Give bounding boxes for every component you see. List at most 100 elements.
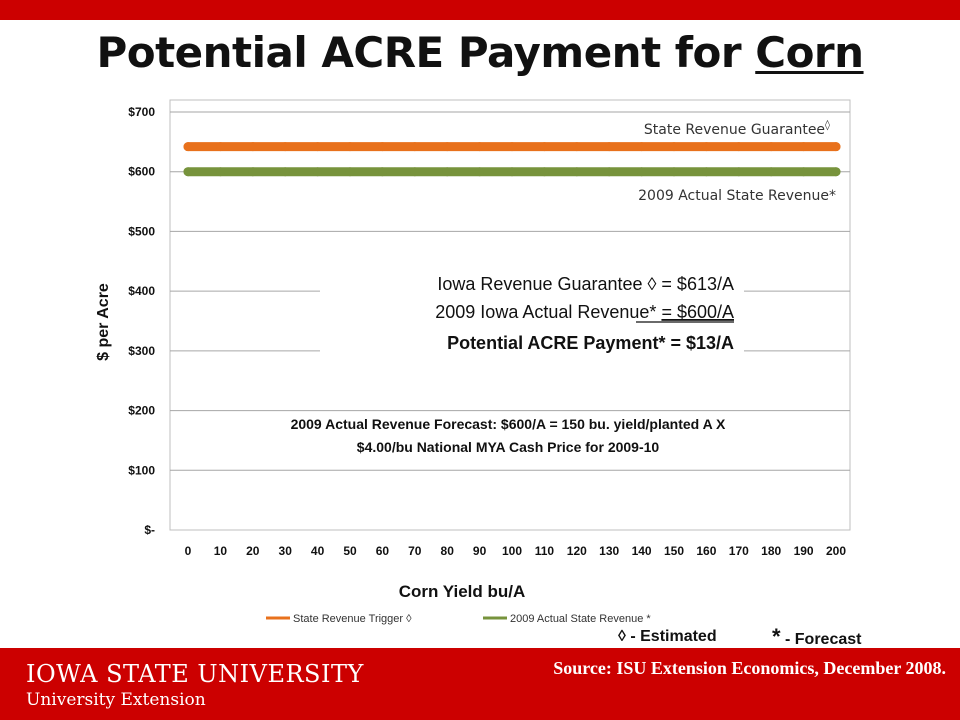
x-tick-label: 170: [729, 544, 749, 558]
data-point: [377, 142, 387, 152]
x-tick-label: 40: [311, 544, 325, 558]
title-text: Potential ACRE Payment for: [96, 28, 756, 77]
x-tick-label: 30: [279, 544, 293, 558]
data-point: [734, 142, 744, 152]
summary-box: [320, 262, 744, 356]
data-point: [507, 142, 517, 152]
data-point: [637, 167, 647, 177]
y-tick-label: $300: [128, 344, 155, 358]
data-point: [799, 167, 809, 177]
x-tick-label: 0: [185, 544, 192, 558]
series-lines: [183, 142, 841, 177]
slide-title: Potential ACRE Payment for Corn: [0, 28, 960, 77]
y-tick-label: $400: [128, 284, 155, 298]
forecast-note: * - Forecast: [772, 624, 861, 650]
data-point: [345, 142, 355, 152]
actual-line-label: 2009 Actual State Revenue*: [638, 188, 836, 204]
data-point: [766, 167, 776, 177]
data-point: [539, 142, 549, 152]
x-tick-label: 160: [696, 544, 716, 558]
data-point: [280, 167, 290, 177]
data-point: [604, 167, 614, 177]
university-logo-name: IOWA STATE UNIVERSITY: [26, 660, 364, 688]
data-point: [410, 142, 420, 152]
x-tick-label: 60: [376, 544, 390, 558]
x-tick-label: 190: [794, 544, 814, 558]
data-point: [701, 142, 711, 152]
y-tick-label: $200: [128, 404, 155, 418]
data-point: [475, 142, 485, 152]
data-point: [766, 142, 776, 152]
x-tick-label: 200: [826, 544, 846, 558]
data-point: [572, 167, 582, 177]
x-axis-label: Corn Yield bu/A: [399, 582, 526, 601]
source-citation: Source: ISU Extension Economics, Decembe…: [553, 658, 946, 678]
x-tick-label: 100: [502, 544, 522, 558]
data-point: [799, 142, 809, 152]
data-point: [183, 142, 193, 152]
legend-label-guarantee: State Revenue Trigger ◊: [293, 613, 412, 625]
y-tick-label: $600: [128, 165, 155, 179]
x-tick-label: 120: [567, 544, 587, 558]
y-tick-label: $100: [128, 463, 155, 477]
data-point: [442, 142, 452, 152]
footer-bar: IOWA STATE UNIVERSITY University Extensi…: [0, 648, 960, 720]
data-point: [475, 167, 485, 177]
x-tick-label: 180: [761, 544, 781, 558]
data-point: [572, 142, 582, 152]
x-tick-label: 130: [599, 544, 619, 558]
estimated-note: ◊ - Estimated: [618, 628, 717, 645]
data-point: [831, 167, 841, 177]
x-tick-label: 110: [535, 544, 555, 558]
y-tick-label: $700: [128, 105, 155, 119]
y-axis-label: $ per Acre: [95, 283, 112, 361]
x-tick-label: 70: [408, 544, 422, 558]
x-tick-label: 150: [664, 544, 684, 558]
data-point: [215, 142, 225, 152]
legend: State Revenue Trigger ◊ 2009 Actual Stat…: [266, 613, 651, 625]
forecast-note-line1: 2009 Actual Revenue Forecast: $600/A = 1…: [291, 416, 726, 432]
data-point: [701, 167, 711, 177]
legend-label-actual: 2009 Actual State Revenue *: [510, 613, 651, 625]
forecast-note-line2: $4.00/bu National MYA Cash Price for 200…: [357, 439, 660, 455]
data-point: [313, 167, 323, 177]
data-point: [669, 167, 679, 177]
data-point: [215, 167, 225, 177]
x-tick-label: 50: [343, 544, 357, 558]
guarantee-line-label: State Revenue Guarantee◊: [644, 119, 830, 138]
y-tick-label: $500: [128, 224, 155, 238]
data-point: [248, 142, 258, 152]
acre-chart: $- $100 $200 $300 $400 $500 $600 $700 0 10 20 30 40…: [95, 99, 851, 625]
data-point: [442, 167, 452, 177]
data-point: [248, 167, 258, 177]
y-tick-label: $-: [144, 523, 155, 537]
data-point: [539, 167, 549, 177]
data-point: [313, 142, 323, 152]
y-axis-ticks: $- $100 $200 $300 $400 $500 $600 $700: [128, 105, 155, 537]
data-point: [734, 167, 744, 177]
forecast-note-text: - Forecast: [780, 631, 862, 648]
data-point: [280, 142, 290, 152]
data-point: [183, 167, 193, 177]
forecast-mark: *: [772, 624, 781, 649]
data-point: [410, 167, 420, 177]
summary-guarantee: Iowa Revenue Guarantee ◊ = $613/A: [437, 274, 734, 294]
title-crop: Corn: [755, 28, 864, 77]
university-logo-unit: University Extension: [26, 690, 206, 710]
data-point: [377, 167, 387, 177]
top-accent-bar: [0, 0, 960, 20]
x-tick-label: 10: [214, 544, 228, 558]
data-point: [604, 142, 614, 152]
data-point: [507, 167, 517, 177]
x-axis-ticks: 0 10 20 30 40 50 60 70 80 90 100 110 120 130 140 150 160…: [185, 544, 847, 558]
x-tick-label: 20: [246, 544, 260, 558]
x-tick-label: 90: [473, 544, 487, 558]
x-tick-label: 80: [441, 544, 455, 558]
data-point: [669, 142, 679, 152]
data-point: [831, 142, 841, 152]
data-point: [637, 142, 647, 152]
summary-payment: Potential ACRE Payment* = $13/A: [447, 333, 734, 353]
x-tick-label: 140: [632, 544, 652, 558]
data-point: [345, 167, 355, 177]
summary-actual: 2009 Iowa Actual Revenue* = $600/A: [435, 302, 734, 322]
